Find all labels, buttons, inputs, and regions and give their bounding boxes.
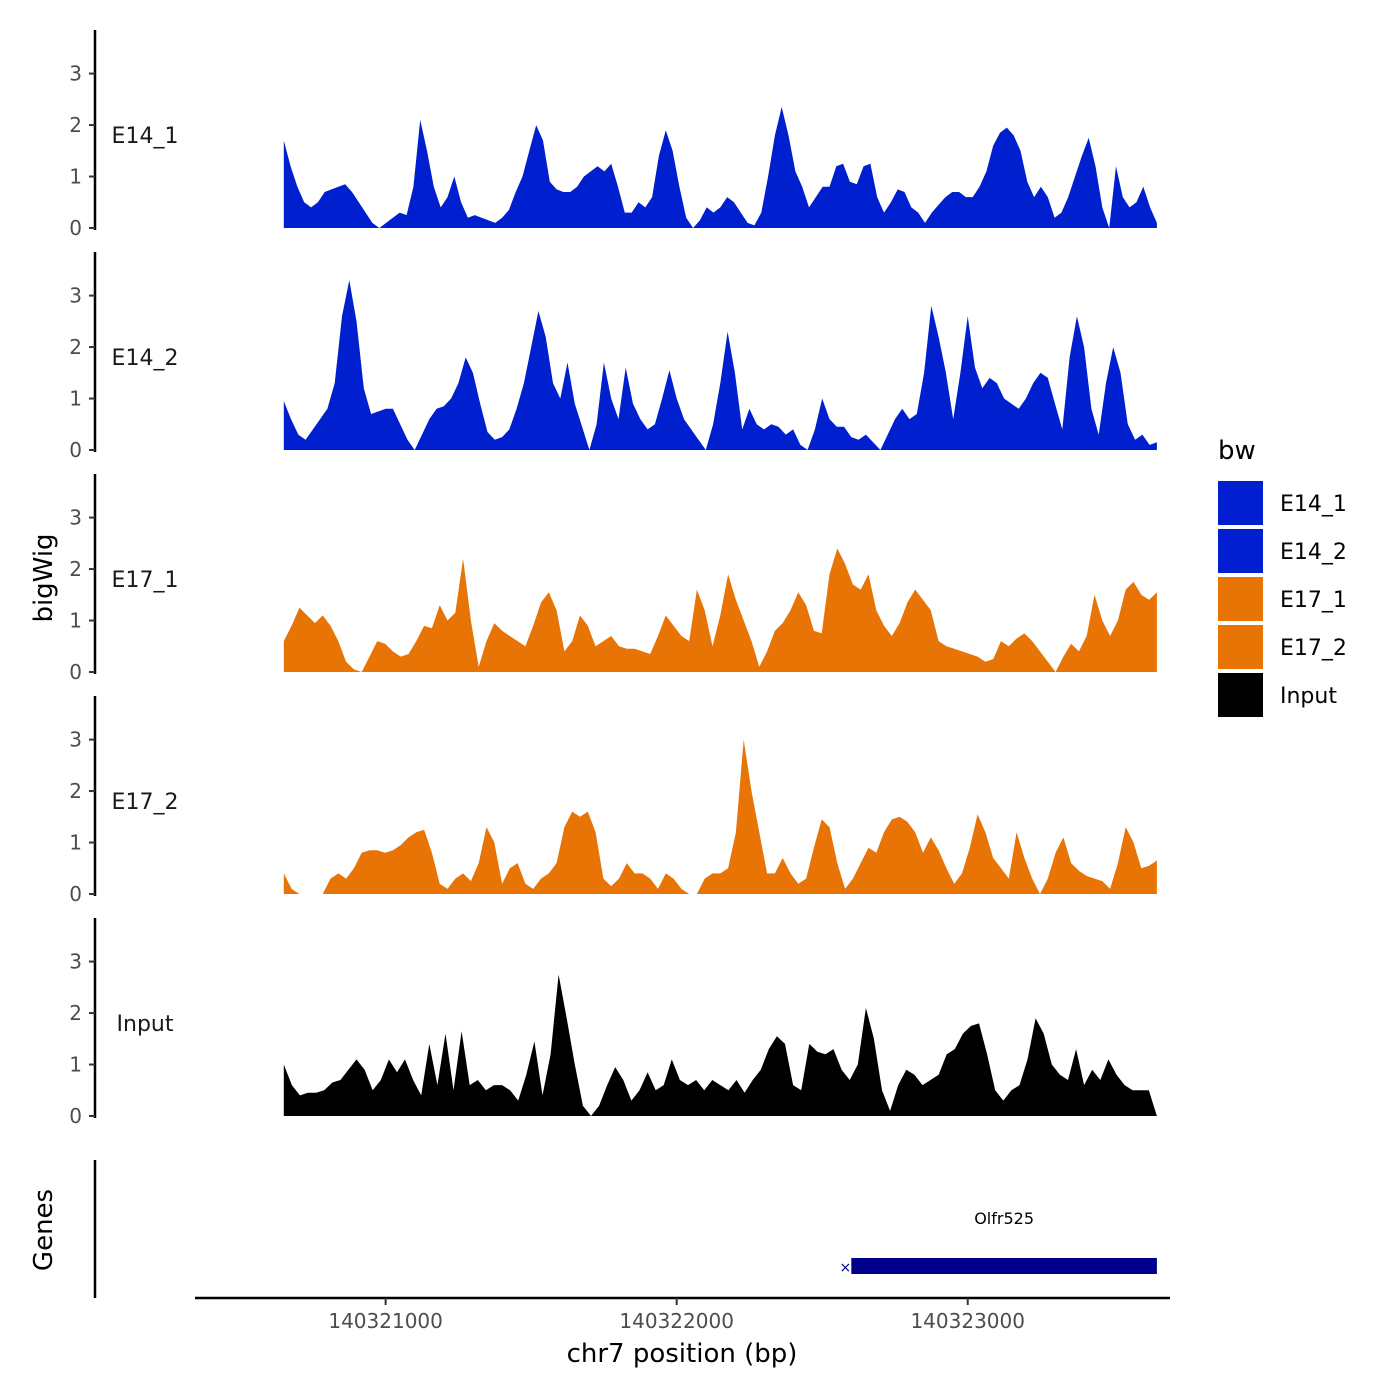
legend-label: E17_2 <box>1280 636 1347 661</box>
y-tick-label: 3 <box>69 284 82 308</box>
gene-label: Olfr525 <box>974 1209 1034 1228</box>
legend-swatch <box>1218 481 1263 525</box>
x-tick-label: 140322000 <box>619 1309 734 1333</box>
y-tick-label: 2 <box>69 335 82 359</box>
x-axis: 140321000 140322000 140323000 <box>195 1296 1170 1333</box>
y-tick-label: 2 <box>69 1001 82 1025</box>
track-input: 0 1 2 3 Input <box>69 918 1157 1128</box>
legend-entry-e17-2: E17_2 <box>1218 625 1347 669</box>
y-tick-label: 2 <box>69 779 82 803</box>
legend-title: bw <box>1218 436 1256 466</box>
y-axis-title: bigWig <box>29 533 59 622</box>
gene-start-marker: × <box>839 1260 851 1276</box>
y-tick-label: 2 <box>69 113 82 137</box>
y-tick-label: 3 <box>69 728 82 752</box>
legend-label: E17_1 <box>1280 588 1347 613</box>
track-label: Input <box>117 1012 174 1037</box>
x-axis-title: chr7 position (bp) <box>567 1339 798 1369</box>
signal-area-e14-2 <box>283 280 1157 450</box>
track-e17-1: 0 1 2 3 E17_1 <box>69 474 1157 684</box>
track-label: E17_1 <box>112 568 179 593</box>
legend-swatch <box>1218 673 1263 717</box>
gene-olfr525: × Olfr525 <box>839 1209 1157 1276</box>
x-tick-label: 140323000 <box>910 1309 1025 1333</box>
y-tick-label: 1 <box>69 387 82 411</box>
genes-axis-title: Genes <box>29 1189 59 1271</box>
legend-label: E14_1 <box>1280 492 1347 517</box>
legend-entry-e17-1: E17_1 <box>1218 577 1347 621</box>
track-label: E17_2 <box>112 790 179 815</box>
legend-swatch <box>1218 529 1263 573</box>
signal-area-e17-1 <box>283 548 1157 672</box>
legend-swatch <box>1218 625 1263 669</box>
track-e14-1: 0 1 2 3 E14_1 <box>69 30 1157 240</box>
legend-entry-e14-2: E14_2 <box>1218 529 1347 573</box>
y-tick-label: 0 <box>69 438 82 462</box>
y-tick-label: 1 <box>69 609 82 633</box>
x-tick-label: 140321000 <box>328 1309 443 1333</box>
y-tick-label: 3 <box>69 950 82 974</box>
legend-entry-input: Input <box>1218 673 1337 717</box>
y-tick-label: 1 <box>69 831 82 855</box>
signal-area-e14-1 <box>283 107 1157 228</box>
y-tick-label: 1 <box>69 1053 82 1077</box>
y-tick-label: 0 <box>69 1104 82 1128</box>
y-tick-label: 3 <box>69 506 82 530</box>
tracks-layer: 0 1 2 3 E14_1 0 1 2 3 E14_2 0 1 2 3 E17_1 0 1 2 3 E17_2 0 1 2 3… <box>69 30 1157 1128</box>
track-e14-2: 0 1 2 3 E14_2 <box>69 252 1157 462</box>
legend-entry-e14-1: E14_1 <box>1218 481 1347 525</box>
legend-label: Input <box>1280 684 1337 709</box>
track-label: E14_1 <box>112 124 179 149</box>
signal-area-input <box>283 974 1157 1116</box>
legend: bw E14_1 E14_2 E17_1 E17_2 Input <box>1218 436 1347 717</box>
signal-area-e17-2 <box>283 739 1157 894</box>
y-tick-label: 3 <box>69 62 82 86</box>
gene-body <box>851 1258 1157 1274</box>
track-e17-2: 0 1 2 3 E17_2 <box>69 696 1157 906</box>
y-tick-label: 1 <box>69 165 82 189</box>
legend-label: E14_2 <box>1280 540 1347 565</box>
track-label: E14_2 <box>112 346 179 371</box>
legend-swatch <box>1218 577 1263 621</box>
y-tick-label: 0 <box>69 882 82 906</box>
y-tick-label: 0 <box>69 660 82 684</box>
y-tick-label: 2 <box>69 557 82 581</box>
y-tick-label: 0 <box>69 216 82 240</box>
genes-layer: × Olfr525 <box>93 1160 1157 1298</box>
